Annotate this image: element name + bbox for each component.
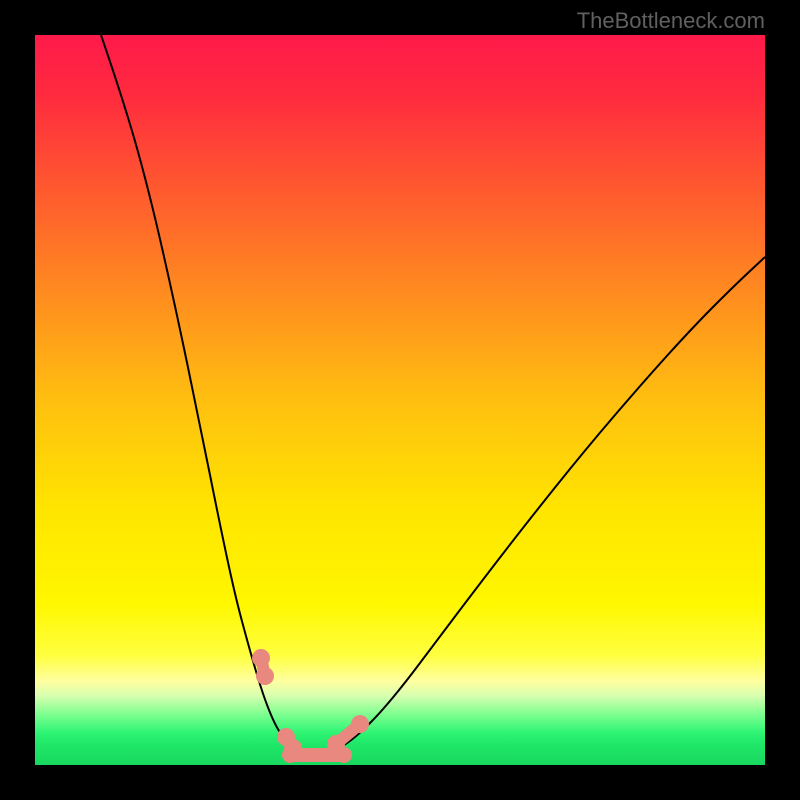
bottleneck-curve-left <box>101 35 315 755</box>
chart-curves <box>35 35 765 765</box>
trough-markers <box>252 649 369 763</box>
watermark-text: TheBottleneck.com <box>577 8 765 34</box>
chart-plot-area <box>35 35 765 765</box>
bottleneck-curve-right <box>315 257 765 755</box>
